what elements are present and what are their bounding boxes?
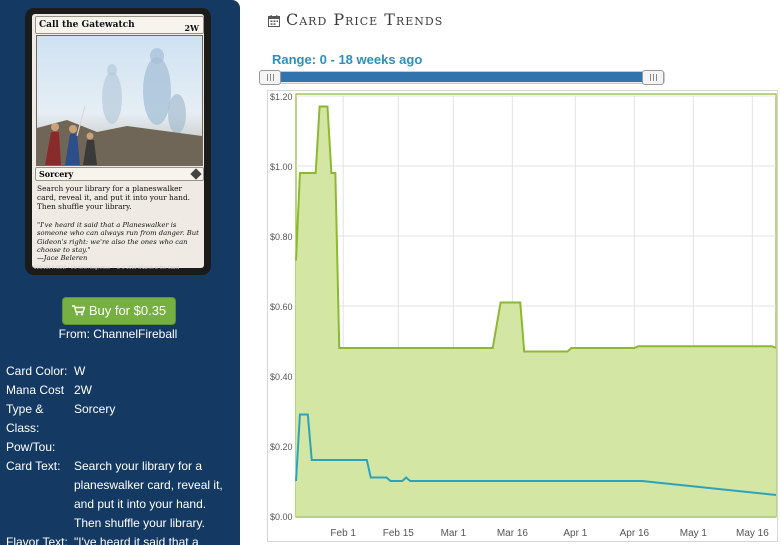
info-value xyxy=(74,438,236,457)
cart-icon xyxy=(71,305,86,316)
card-sidebar: Call the Gatewatch 2W xyxy=(0,0,240,545)
info-key: Card Text: xyxy=(6,459,61,473)
price-trends-title-text: Card Price Trends xyxy=(286,10,444,29)
y-tick-label: $0.00 xyxy=(270,512,293,522)
series-line-2 xyxy=(295,413,777,496)
buy-button[interactable]: Buy for $0.35 xyxy=(62,297,176,325)
price-trend-chart: $0.00 $0.20 $0.40 $0.60 $0.80 $1.00 $1.20 Feb … xyxy=(267,90,778,542)
info-key: Pow/Tou: xyxy=(6,440,56,454)
x-tick-label: Feb 1 xyxy=(330,528,356,539)
info-value: Sorcery xyxy=(74,402,116,416)
card-type-text: Sorcery xyxy=(39,169,74,179)
range-slider-handle-end[interactable] xyxy=(642,70,664,85)
card-flavor-text: "I've heard it said that a Planeswalker … xyxy=(37,221,199,254)
card-art-illustration xyxy=(37,36,202,165)
set-symbol-icon xyxy=(190,168,202,180)
card-info-table: Card Color: W Mana Cost 2W Type & Class:… xyxy=(6,362,236,545)
info-row-pow-tou: Pow/Tou: xyxy=(6,438,236,457)
y-tick-label: $0.20 xyxy=(270,442,293,452)
info-key: Type & Class: xyxy=(6,402,44,435)
y-tick-label: $0.40 xyxy=(270,372,293,382)
card-frame: Call the Gatewatch 2W xyxy=(32,14,204,268)
series-area xyxy=(296,106,776,516)
card-type-line: Sorcery xyxy=(35,167,204,181)
info-value: 2W xyxy=(74,383,92,397)
card-flavor-box: "I've heard it said that a Planeswalker … xyxy=(37,221,199,262)
x-tick-label: Apr 1 xyxy=(563,528,587,539)
y-tick-label: $1.20 xyxy=(270,92,293,102)
card-footer: 016/184 R OGW • EN Yefim Kligerman ™ & ©… xyxy=(34,265,180,270)
range-slider-handle-start[interactable] xyxy=(259,70,281,85)
card-image: Call the Gatewatch 2W xyxy=(25,8,211,275)
card-flavor-attribution: —Jace Beleren xyxy=(37,254,88,263)
card-art xyxy=(36,35,203,166)
x-tick-label: May 16 xyxy=(736,528,769,539)
info-row-card-text: Card Text: Search your library for a pla… xyxy=(6,457,236,533)
card-name-text: Call the Gatewatch xyxy=(39,20,135,30)
y-tick-label: $1.00 xyxy=(270,162,293,172)
buy-button-label: Buy for $0.35 xyxy=(88,303,167,318)
info-row-color: Card Color: W xyxy=(6,362,236,381)
series-line-1 xyxy=(295,105,777,353)
y-tick-label: $0.60 xyxy=(270,302,293,312)
x-tick-label: Mar 16 xyxy=(497,528,529,539)
range-slider-fill xyxy=(268,72,654,82)
x-tick-label: Apr 16 xyxy=(620,528,650,539)
x-tick-label: Mar 1 xyxy=(441,528,467,539)
price-trends-title: Card Price Trends xyxy=(268,10,443,32)
card-mana-cost: 2W xyxy=(184,23,199,33)
x-tick-label: May 1 xyxy=(680,528,708,539)
card-name: Call the Gatewatch 2W xyxy=(35,16,204,34)
info-value: W xyxy=(74,364,86,378)
info-key: Flavor Text: xyxy=(6,535,68,545)
info-value: "I've heard it said that a Planeswalker … xyxy=(74,535,199,545)
info-value: Search your library for a planeswalker c… xyxy=(74,459,223,530)
seller-label: From: ChannelFireball xyxy=(58,327,178,341)
card-rules-text: Search your library for a planeswalker c… xyxy=(37,184,191,211)
info-key: Mana Cost xyxy=(6,383,65,397)
info-row-flavor-text: Flavor Text: "I've heard it said that a … xyxy=(6,533,236,545)
y-tick-label: $0.80 xyxy=(270,232,293,242)
x-tick-label: Feb 15 xyxy=(383,528,415,539)
info-key: Card Color: xyxy=(6,364,68,378)
range-label: Range: 0 - 18 weeks ago xyxy=(272,52,423,67)
info-row-type: Type & Class: Sorcery xyxy=(6,400,236,438)
calendar-icon xyxy=(268,14,280,27)
info-row-mana-cost: Mana Cost 2W xyxy=(6,381,236,400)
